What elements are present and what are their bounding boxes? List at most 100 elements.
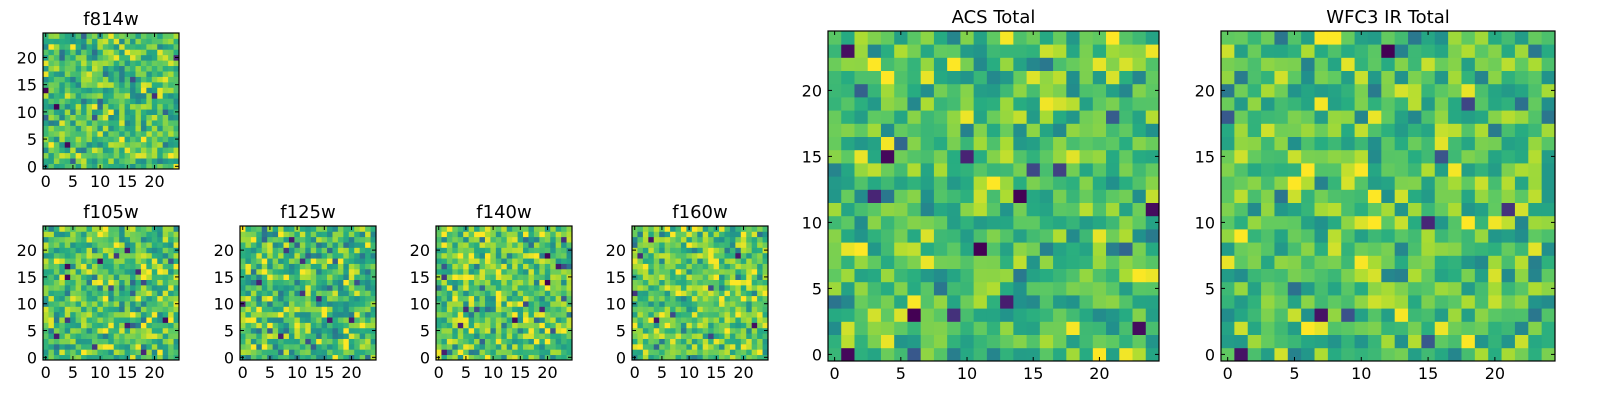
heatmap-cell <box>751 274 758 280</box>
heatmap-cell <box>75 60 82 67</box>
heatmap-cell <box>64 322 71 329</box>
heatmap-cell <box>1261 176 1275 190</box>
heatmap-cell <box>523 236 529 243</box>
heatmap-cell <box>135 284 142 291</box>
heatmap-cell <box>1541 97 1556 111</box>
heatmap-cell <box>854 255 869 269</box>
heatmap-cell <box>261 226 268 232</box>
heatmap-cell <box>81 54 87 61</box>
heatmap-cell <box>1394 215 1409 230</box>
heatmap-cell <box>880 83 895 98</box>
heatmap-cell <box>495 242 502 248</box>
heatmap-cell <box>1301 110 1315 124</box>
heatmap-cell <box>1394 123 1409 137</box>
heatmap-cell <box>828 308 842 322</box>
heatmap-cell <box>550 349 557 356</box>
heatmap-cell <box>463 322 470 329</box>
heatmap-cell <box>305 301 312 307</box>
heatmap-cell <box>468 268 475 275</box>
heatmap-cell <box>240 311 246 318</box>
heatmap-cell <box>1448 163 1462 177</box>
heatmap-cell <box>86 49 93 56</box>
heatmap-cell <box>1287 268 1302 283</box>
panel-title: f140w <box>476 202 531 223</box>
heatmap-cell <box>283 295 290 302</box>
heatmap-cell <box>648 333 655 339</box>
heatmap-cell <box>321 284 328 291</box>
heatmap-cell <box>1066 110 1080 124</box>
heatmap-cell <box>108 158 115 164</box>
heatmap-cell <box>539 333 546 339</box>
heatmap-cell <box>97 322 104 329</box>
heatmap-cell <box>272 333 279 339</box>
heatmap-cell <box>506 258 513 264</box>
heatmap-cell <box>1408 110 1422 124</box>
heatmap-cell <box>512 252 518 259</box>
heatmap-cell <box>533 327 540 334</box>
heatmap-cell <box>140 103 147 110</box>
heatmap-cell <box>1039 242 1054 256</box>
heatmap-cell <box>986 123 1001 137</box>
heatmap-cell <box>907 176 922 190</box>
heatmap-cell <box>1234 334 1249 349</box>
heatmap-cell <box>75 163 82 170</box>
heatmap-cell <box>81 43 87 50</box>
heatmap-cell <box>288 343 295 350</box>
heatmap-cell <box>370 290 377 297</box>
heatmap-cell <box>1079 255 1094 269</box>
heatmap-cell <box>1448 321 1462 335</box>
heatmap-cell <box>140 252 147 259</box>
heatmap-cell <box>168 311 174 318</box>
heatmap-cell <box>1514 202 1529 217</box>
heatmap-cell <box>1488 308 1502 322</box>
panel-title: ACS Total <box>952 7 1036 28</box>
heatmap-cell <box>108 43 115 50</box>
heatmap-cell <box>1314 202 1329 217</box>
heatmap-cell <box>1026 31 1041 45</box>
heatmap-cell <box>828 242 842 256</box>
heatmap-cell <box>1221 229 1235 243</box>
heatmap-cell <box>960 255 975 269</box>
heatmap-cell <box>973 242 988 256</box>
heatmap-cell <box>468 333 475 339</box>
heatmap-cell <box>1106 202 1120 217</box>
heatmap-cell <box>512 322 518 329</box>
heatmap-cell <box>452 301 459 307</box>
heatmap-cell <box>283 301 290 307</box>
heatmap-cell <box>484 268 491 275</box>
heatmap-cell <box>648 247 655 254</box>
heatmap-cell <box>343 301 350 307</box>
heatmap-cell <box>81 114 87 121</box>
heatmap-cell <box>1448 83 1462 98</box>
heatmap-cell <box>452 231 459 238</box>
heatmap-cell <box>321 242 328 248</box>
heatmap-cell <box>113 242 120 248</box>
heatmap-cell <box>81 76 87 83</box>
heatmap-cell <box>365 295 371 302</box>
heatmap-cell <box>1448 202 1462 217</box>
heatmap-cell <box>1541 229 1556 243</box>
heatmap-cell <box>43 76 49 83</box>
heatmap-cell <box>48 311 55 318</box>
heatmap-cell <box>708 322 714 329</box>
heatmap-cell <box>1145 281 1160 296</box>
heatmap-cell <box>1461 31 1476 45</box>
heatmap-cell <box>359 311 366 318</box>
heatmap-cell <box>70 258 77 264</box>
heatmap-cell <box>173 338 180 345</box>
heatmap-cells <box>1221 31 1556 362</box>
heatmap-cell <box>43 152 49 159</box>
heatmap-cell <box>528 317 535 323</box>
heatmap-cell <box>1301 295 1315 309</box>
heatmap-cell <box>719 231 725 238</box>
heatmap-cell <box>697 322 704 329</box>
heatmap-cell <box>762 295 769 302</box>
heatmap-cell <box>91 103 98 110</box>
heatmap-cell <box>1461 229 1476 243</box>
heatmap-cell <box>245 327 252 334</box>
heatmap-cell <box>359 317 366 323</box>
heatmap-cell <box>256 295 263 302</box>
heatmap-cell <box>1221 149 1235 164</box>
heatmap-cell <box>653 263 660 270</box>
heatmap-cell <box>102 317 109 323</box>
